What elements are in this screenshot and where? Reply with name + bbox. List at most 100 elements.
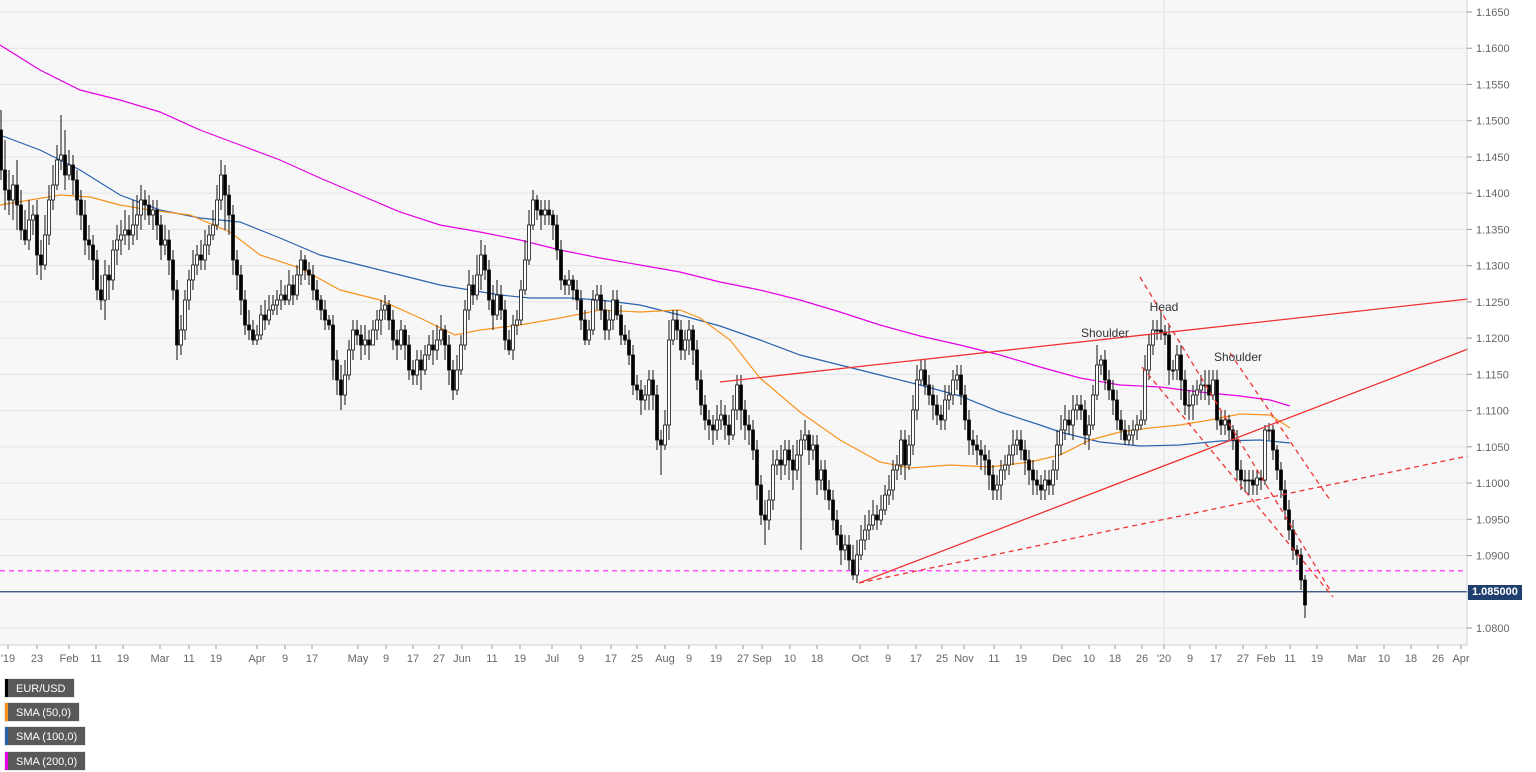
candle-bullish: [567, 279, 571, 286]
candle-bearish: [1035, 479, 1039, 486]
candle-bullish: [871, 514, 875, 526]
x-tick-label: Jul: [545, 653, 559, 665]
candle-bearish: [487, 269, 491, 301]
candle-bearish: [927, 384, 931, 396]
dashed-trendline: [1139, 276, 1331, 591]
candle-bearish: [75, 179, 79, 201]
x-tick-label: 11: [1284, 653, 1295, 665]
candle-bullish: [1055, 444, 1059, 471]
candle-bullish: [183, 299, 187, 331]
candle-bearish: [303, 259, 307, 271]
candle-bearish: [483, 254, 487, 271]
x-tick-label: 25: [631, 653, 643, 665]
candle-bearish: [539, 209, 543, 216]
x-tick-label: 27: [433, 653, 445, 665]
candle-bullish: [891, 469, 895, 491]
candle-bearish: [1235, 439, 1239, 471]
candle-bullish: [211, 224, 215, 236]
legend-item-sma200[interactable]: SMA (200,0): [4, 751, 87, 771]
candle-bearish: [171, 259, 175, 291]
candle-bearish: [1239, 469, 1243, 481]
candle-bullish: [1199, 384, 1203, 391]
candle-bullish: [671, 319, 675, 341]
x-tick-label: 17: [407, 653, 419, 665]
dashed-trendline: [1141, 366, 1334, 598]
candle-bullish: [255, 334, 259, 341]
y-axis: 1.1650 1.1600 1.1550 1.1500 1.1450 1.1400 1.13…: [1467, 7, 1510, 635]
candle-bearish: [251, 329, 255, 341]
current-price-label: 1.085000: [1468, 584, 1522, 600]
legend-label: EUR/USD: [16, 683, 66, 695]
candle-bearish: [1115, 399, 1119, 421]
legend-swatch-eurusd: [5, 679, 8, 697]
candle-bullish: [859, 539, 863, 556]
candle-bearish: [1279, 469, 1283, 491]
y-tick-label: 1.1450: [1476, 152, 1510, 164]
legend-item-eurusd[interactable]: EUR/USD: [4, 678, 75, 698]
candle-bullish: [55, 159, 59, 186]
candle-bearish: [15, 184, 19, 206]
y-tick-label: 1.1050: [1476, 442, 1510, 454]
x-tick-label: Jun: [453, 653, 471, 665]
x-tick-label: 19: [514, 653, 526, 665]
candle-bearish: [551, 214, 555, 226]
legend-item-sma50[interactable]: SMA (50,0): [4, 702, 81, 722]
candle-bearish: [655, 394, 659, 441]
y-tick-label: 1.1300: [1476, 261, 1510, 273]
candle-bearish: [1019, 439, 1023, 451]
candle-bullish: [1175, 354, 1179, 371]
candle-bullish: [783, 449, 787, 466]
candle-bullish: [1127, 434, 1131, 441]
y-tick-label: 1.1250: [1476, 297, 1510, 309]
candle-bullish: [279, 294, 283, 301]
x-tick-label: 26: [1136, 653, 1148, 665]
candle-bearish: [155, 209, 159, 226]
candle-bullish: [363, 339, 367, 346]
candle-bearish: [23, 229, 27, 241]
candle-bullish: [119, 234, 123, 241]
candle-bearish: [1251, 479, 1255, 486]
candle-bullish: [219, 174, 223, 201]
candle-bearish: [563, 279, 567, 286]
legend-item-sma100[interactable]: SMA (100,0): [4, 726, 87, 746]
candle-bearish: [7, 189, 11, 201]
candle-bullish: [1063, 419, 1067, 431]
candle-bullish: [715, 419, 719, 431]
candle-bullish: [111, 249, 115, 281]
candle-bearish: [747, 424, 751, 431]
candle-bearish: [1123, 429, 1127, 441]
candle-bullish: [383, 304, 387, 311]
candle-bearish: [1219, 419, 1223, 426]
candle-bullish: [187, 279, 191, 301]
candle-bullish: [883, 494, 887, 511]
candle-bullish: [819, 469, 823, 481]
x-tick-label: 11: [988, 653, 999, 665]
candle-bearish: [583, 319, 587, 341]
candle-bullish: [591, 299, 595, 331]
candle-bearish: [319, 299, 323, 311]
candle-bearish: [831, 499, 835, 521]
candle-bearish: [1271, 429, 1275, 451]
candle-bullish: [1099, 359, 1103, 366]
candle-bullish: [115, 239, 119, 251]
candle-bullish: [1191, 394, 1195, 406]
x-tick-label: 27: [737, 653, 749, 665]
candle-bearish: [1231, 429, 1235, 441]
candle-bullish: [479, 254, 483, 276]
y-tick-label: 1.0900: [1476, 551, 1510, 563]
candle-bearish: [755, 449, 759, 486]
candle-bullish: [135, 214, 139, 226]
candle-bullish: [295, 274, 299, 296]
candle-bearish: [223, 174, 227, 196]
x-tick-label: Oct: [851, 653, 868, 665]
candle-bearish: [107, 274, 111, 281]
y-tick-label: 1.1550: [1476, 79, 1510, 91]
candle-bullish: [1007, 454, 1011, 466]
x-tick-label: '19: [1, 653, 15, 665]
candle-bearish: [1267, 429, 1271, 432]
candle-bearish: [1119, 419, 1123, 431]
candle-bearish: [231, 214, 235, 261]
candle-bullish: [47, 199, 51, 236]
